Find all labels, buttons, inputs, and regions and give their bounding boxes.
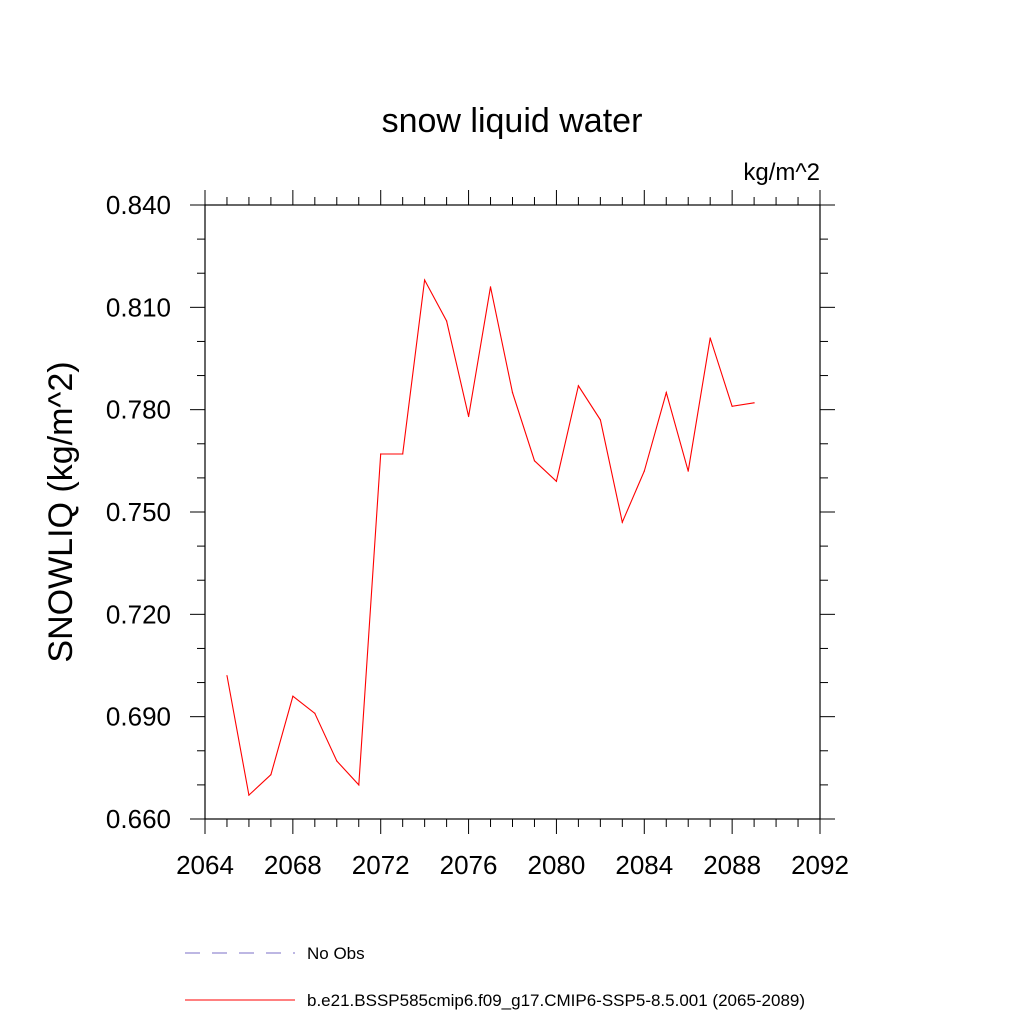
data-point bbox=[314, 712, 316, 714]
data-point bbox=[643, 470, 645, 472]
data-point bbox=[709, 337, 711, 339]
y-tick-label: 0.840 bbox=[106, 190, 171, 220]
legend-label-series: b.e21.BSSP585cmip6.f09_g17.CMIP6-SSP5-8.… bbox=[307, 991, 805, 1010]
y-tick-label: 0.720 bbox=[106, 599, 171, 629]
x-tick-label: 2068 bbox=[264, 850, 322, 880]
data-point bbox=[467, 415, 470, 418]
y-tick-label: 0.780 bbox=[106, 395, 171, 425]
data-point bbox=[731, 405, 733, 407]
units-label: kg/m^2 bbox=[743, 159, 820, 186]
y-tick-label: 0.810 bbox=[106, 292, 171, 322]
data-point bbox=[424, 279, 426, 281]
y-axis-label: SNOWLIQ (kg/m^2) bbox=[42, 361, 80, 662]
data-point bbox=[270, 774, 272, 776]
legend: No Obs b.e21.BSSP585cmip6.f09_g17.CMIP6-… bbox=[185, 944, 805, 1010]
legend-label-no-obs: No Obs bbox=[307, 944, 365, 963]
series-line-0 bbox=[226, 278, 755, 797]
x-tick-label: 2088 bbox=[703, 850, 761, 880]
data-point bbox=[489, 286, 492, 288]
x-tick-label: 2076 bbox=[440, 850, 498, 880]
data-point bbox=[402, 453, 404, 455]
data-point bbox=[555, 480, 558, 482]
chart-title: snow liquid water bbox=[382, 102, 643, 140]
data-point bbox=[292, 695, 294, 697]
x-tick-label: 2084 bbox=[615, 850, 673, 880]
data-point bbox=[358, 784, 360, 786]
data-point bbox=[380, 453, 382, 455]
data-point bbox=[753, 402, 755, 404]
x-tick-label: 2072 bbox=[352, 850, 410, 880]
y-tick-label: 0.690 bbox=[106, 702, 171, 732]
x-axis-tick-labels: 2064 2068 2072 2076 2080 2084 2088 2092 bbox=[176, 850, 849, 880]
data-point bbox=[577, 385, 579, 387]
x-tick-label: 2080 bbox=[528, 850, 586, 880]
data-point bbox=[687, 470, 689, 472]
y-tick-label: 0.750 bbox=[106, 497, 171, 527]
data-point bbox=[621, 521, 623, 523]
series-layer bbox=[226, 278, 755, 797]
x-tick-label: 2092 bbox=[791, 850, 849, 880]
data-point bbox=[599, 419, 601, 421]
data-point bbox=[511, 392, 514, 394]
x-tick-label: 2064 bbox=[176, 850, 234, 880]
y-tick-label: 0.660 bbox=[106, 804, 171, 834]
axis-ticks bbox=[190, 190, 835, 834]
data-point bbox=[336, 760, 338, 762]
data-point bbox=[226, 675, 228, 677]
data-point bbox=[248, 794, 250, 796]
plot-frame bbox=[204, 204, 821, 820]
data-point bbox=[665, 392, 667, 394]
y-axis-tick-labels: 0.660 0.690 0.720 0.750 0.780 0.810 0.840 bbox=[106, 190, 171, 834]
data-point bbox=[446, 320, 448, 322]
data-point bbox=[533, 460, 536, 462]
